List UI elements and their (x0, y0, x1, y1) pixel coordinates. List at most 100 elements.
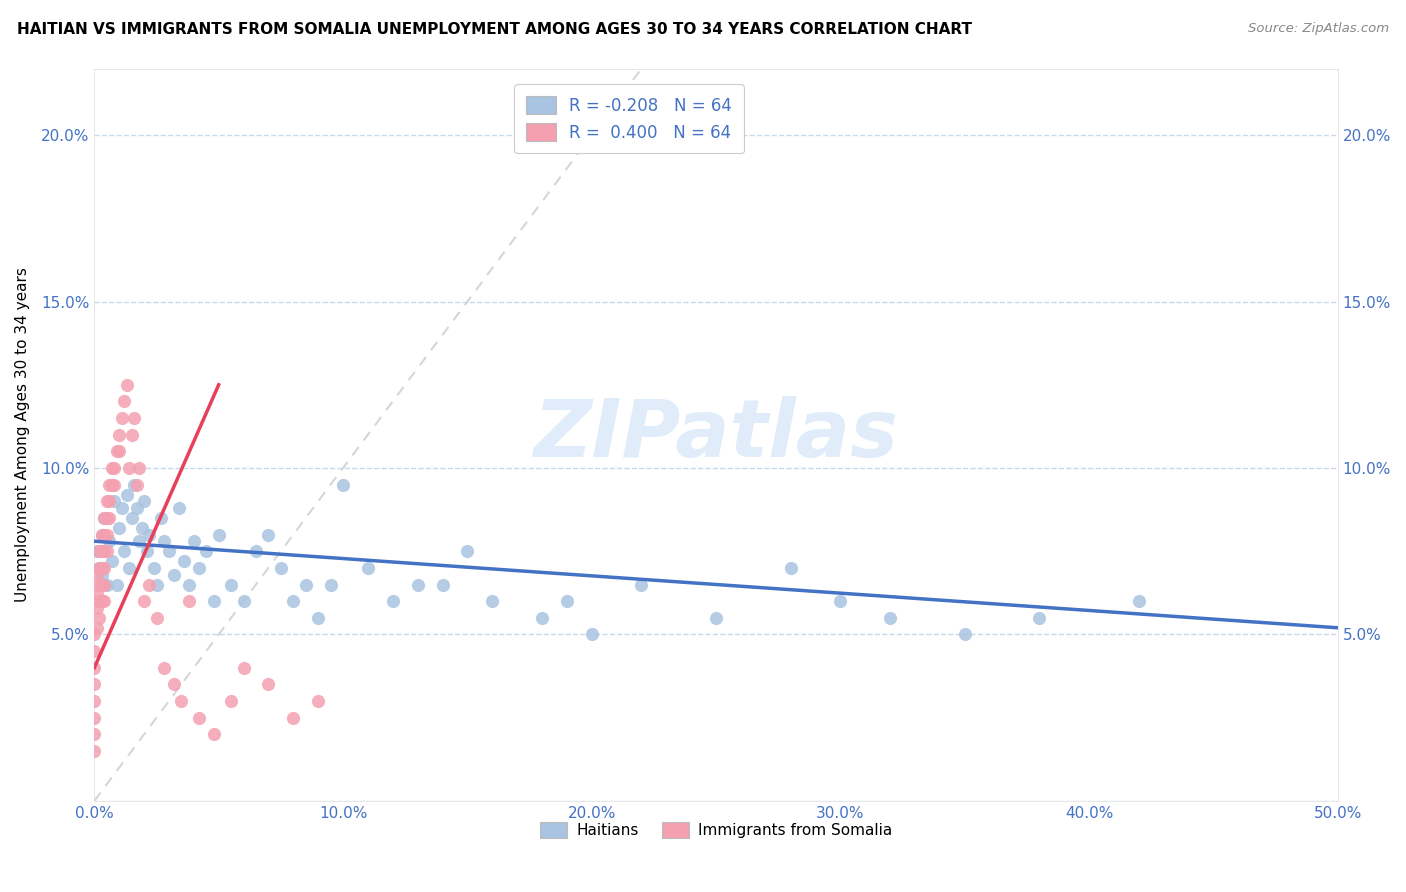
Point (90, 561, 112, 575)
Point (153, 534, 176, 549)
Point (108, 521, 131, 535)
Point (581, 627, 603, 641)
Point (125, 500, 148, 515)
Point (98, 534, 121, 549)
Point (93, 527, 115, 541)
Point (332, 477, 354, 491)
Point (704, 611, 727, 625)
Point (112, 394, 135, 409)
Point (145, 611, 167, 625)
Point (177, 577, 200, 591)
Point (105, 444, 128, 458)
Point (89, 611, 111, 625)
Point (1028, 611, 1050, 625)
Point (555, 594, 578, 608)
Point (111, 411, 134, 425)
Point (481, 594, 503, 608)
Point (108, 427, 131, 442)
Point (779, 561, 801, 575)
Point (879, 611, 901, 625)
Point (118, 461, 141, 475)
Point (128, 534, 150, 549)
Point (381, 594, 404, 608)
Text: ZIPatlas: ZIPatlas (533, 396, 898, 474)
Point (245, 544, 267, 558)
Text: HAITIAN VS IMMIGRANTS FROM SOMALIA UNEMPLOYMENT AMONG AGES 30 TO 34 YEARS CORREL: HAITIAN VS IMMIGRANTS FROM SOMALIA UNEMP… (17, 22, 972, 37)
Point (157, 544, 180, 558)
Point (115, 488, 138, 502)
Point (103, 494, 125, 508)
Point (98, 477, 121, 491)
Point (406, 577, 429, 591)
Point (105, 577, 128, 591)
Point (83, 627, 105, 641)
Point (219, 577, 242, 591)
Point (132, 494, 155, 508)
Point (89, 594, 111, 608)
Point (96, 544, 118, 558)
Point (115, 377, 138, 392)
Point (294, 577, 316, 591)
Point (125, 477, 148, 491)
Point (173, 554, 195, 568)
Point (232, 594, 254, 608)
Point (187, 561, 209, 575)
Point (630, 577, 652, 591)
Point (96, 527, 118, 541)
Point (93, 577, 115, 591)
Point (319, 577, 342, 591)
Point (187, 711, 209, 725)
Point (257, 527, 280, 541)
Point (83, 727, 105, 741)
Point (122, 411, 145, 425)
Point (90, 594, 112, 608)
Legend: Haitians, Immigrants from Somalia: Haitians, Immigrants from Somalia (533, 815, 898, 845)
Point (108, 444, 131, 458)
Point (83, 644, 105, 658)
Point (150, 511, 173, 525)
Point (90, 577, 112, 591)
Point (96, 577, 118, 591)
Point (219, 694, 242, 708)
Point (131, 521, 153, 535)
Point (530, 611, 553, 625)
Point (153, 661, 176, 675)
Point (98, 511, 121, 525)
Point (96, 494, 118, 508)
Point (93, 594, 115, 608)
Point (456, 544, 478, 558)
Point (83, 677, 105, 691)
Point (93, 561, 115, 575)
Point (122, 477, 145, 491)
Point (100, 477, 122, 491)
Point (89, 561, 111, 575)
Point (93, 544, 115, 558)
Point (100, 461, 122, 475)
Point (111, 500, 134, 515)
Point (83, 661, 105, 675)
Point (90, 567, 112, 582)
Point (163, 677, 186, 691)
Point (86, 567, 108, 582)
Point (953, 627, 976, 641)
Text: Source: ZipAtlas.com: Source: ZipAtlas.com (1249, 22, 1389, 36)
Point (89, 561, 111, 575)
Point (135, 544, 157, 558)
Point (163, 567, 186, 582)
Point (270, 561, 292, 575)
Point (121, 427, 143, 442)
Point (138, 527, 160, 541)
Point (202, 594, 225, 608)
Point (1128, 594, 1150, 608)
Point (138, 577, 160, 591)
Point (86, 544, 108, 558)
Point (93, 511, 115, 525)
Point (83, 711, 105, 725)
Point (167, 500, 190, 515)
Y-axis label: Unemployment Among Ages 30 to 34 years: Unemployment Among Ages 30 to 34 years (15, 268, 30, 602)
Point (257, 677, 280, 691)
Point (86, 587, 108, 601)
Point (183, 534, 205, 549)
Point (118, 561, 141, 575)
Point (145, 577, 167, 591)
